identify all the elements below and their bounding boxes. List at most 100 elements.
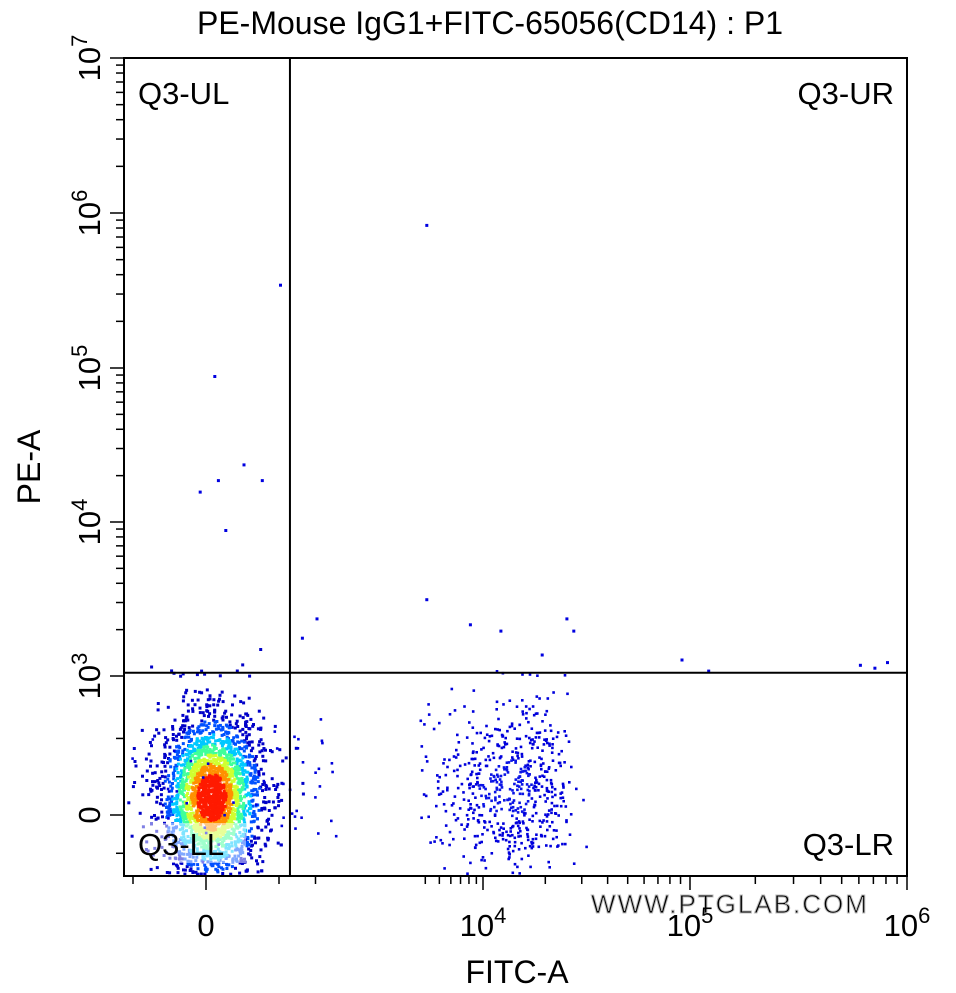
data-point [226,820,230,823]
data-point [500,780,503,784]
data-point [247,696,251,700]
data-point [550,801,554,805]
data-point [182,773,185,777]
data-point [184,691,188,695]
data-point [246,713,250,717]
data-point [209,759,213,763]
data-point [528,707,531,711]
data-point [205,867,209,871]
data-point [195,740,199,744]
data-point [178,746,182,750]
data-point [229,767,233,771]
outlier-point [873,666,877,670]
data-point [508,845,511,848]
data-point [517,820,521,823]
data-point [546,828,549,832]
data-point [175,805,179,809]
data-point [211,784,215,788]
data-point [185,715,189,719]
data-point [201,769,205,773]
data-point [265,819,269,823]
data-point [220,690,224,694]
data-point [203,813,207,816]
data-point [241,769,245,773]
data-point [548,744,551,747]
data-point [225,737,229,741]
data-point [196,746,200,750]
data-point [184,719,188,723]
data-point [572,862,576,865]
data-point [251,820,255,824]
data-point [188,767,192,771]
data-point [230,802,233,806]
data-point [220,795,224,799]
data-point [528,773,531,776]
data-point [477,784,481,787]
data-point [216,812,220,816]
data-point [202,809,206,813]
data-point [317,767,321,771]
data-point [156,708,160,712]
data-point [207,722,211,726]
data-point [238,729,242,733]
data-point [195,737,199,741]
data-point [175,753,179,757]
data-point [204,803,208,807]
data-point [518,775,521,778]
data-point [228,723,232,727]
data-point [458,807,462,810]
data-point [224,812,228,816]
data-point [284,756,288,760]
data-point [255,859,258,863]
data-point [513,782,516,786]
data-point [282,816,285,819]
data-point [471,742,474,745]
data-point [541,720,544,723]
data-point [518,737,522,741]
data-point [502,822,505,825]
data-point [174,750,178,754]
data-point [432,727,436,731]
data-point [211,796,215,799]
data-point [205,768,209,771]
data-point [526,835,530,838]
data-point [515,821,519,824]
data-point [444,824,448,827]
data-point [487,739,491,743]
data-point [232,801,235,804]
data-point [508,787,512,791]
data-point [233,726,237,730]
data-point [537,845,541,849]
data-point [231,803,235,806]
data-point [273,806,277,810]
data-point [508,834,512,838]
data-point [197,729,201,732]
data-point [582,798,585,802]
data-point [183,805,186,809]
data-point [212,731,216,735]
data-point [253,770,257,774]
data-point [472,817,475,820]
data-point [213,785,217,789]
data-point [481,856,485,859]
data-point [176,782,180,785]
data-point [249,780,253,784]
data-point [241,663,245,667]
data-point [156,816,160,820]
data-point [511,789,514,792]
data-point [462,855,465,858]
data-point [519,834,522,838]
data-point [163,756,167,759]
data-point [133,760,137,763]
data-point [196,752,200,756]
data-point [514,761,517,764]
data-point [262,800,266,804]
data-point [264,844,268,848]
data-point [193,764,197,768]
data-point [480,748,483,751]
data-point [167,757,170,760]
data-point [525,717,528,720]
data-point [151,771,155,775]
data-point [158,784,162,788]
data-point [262,747,266,751]
